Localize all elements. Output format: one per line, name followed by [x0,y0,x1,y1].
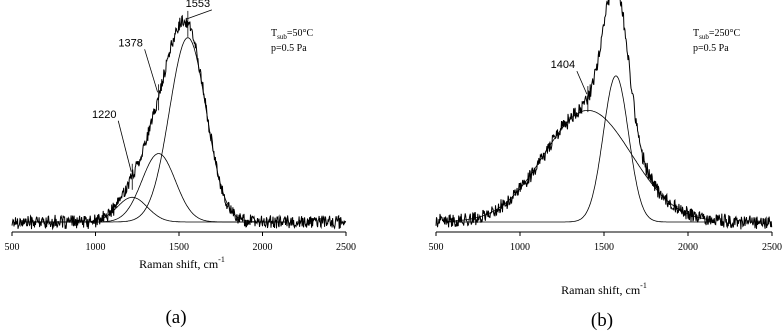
peak-label-a-0: 1220 [92,109,116,121]
fit-curve-b-1 [446,75,713,223]
peak-label-b-0: 1404 [551,59,575,71]
x-tick-label-b-0: 500 [429,242,444,253]
peak-leader-a-1 [144,49,159,93]
x-axis-label-sup-b: -1 [640,281,647,290]
x-axis-label-b: Raman shift, cm-1 [561,281,647,297]
x-tick-label-a-1: 1000 [86,242,106,253]
peak-leader-a-2 [186,9,212,20]
sub-a: sub [277,33,287,41]
temp-a: =50°C [287,28,314,39]
panel-a: 500 1000 1500 2000 2500 1220 1378 1553 Tsub=50… [5,0,357,328]
temp-b: =250°C [709,28,741,39]
x-tick-label-b-1: 1000 [510,242,530,253]
x-tick-label-b-2: 1500 [594,242,614,253]
peak-leader-a-0 [117,120,132,172]
x-axis-label-text-a: Raman shift, cm [139,257,219,271]
x-tick-label-b-4: 2500 [762,242,782,253]
condition-temperature-b: Tsub=250°C [693,28,740,41]
sub-b: sub [699,33,709,41]
peak-label-a-2: 1553 [186,0,210,10]
x-tick-label-a-0: 500 [5,242,20,253]
fit-curve-a-2 [22,37,288,223]
condition-temperature-a: Tsub=50°C [271,28,313,41]
fit-curve-b-0 [446,109,713,222]
raw-spectrum-b [435,0,773,230]
x-tick-label-a-2: 1500 [169,242,189,253]
x-axis-label-text-b: Raman shift, cm [561,283,641,297]
x-axis-label-a: Raman shift, cm-1 [139,255,225,271]
x-tick-label-a-4: 2500 [336,242,356,253]
fit-curve-a-1 [22,153,288,223]
x-tick-label-a-3: 2000 [253,242,273,253]
panel-label-a: (a) [165,307,186,328]
peak-label-a-1: 1378 [118,37,142,49]
condition-pressure-a: p=0.5 Pa [271,43,307,54]
peak-leader-b-0 [576,70,588,95]
condition-pressure-b: p=0.5 Pa [693,43,729,54]
panel-label-b: (b) [591,310,613,331]
x-axis-label-sup-a: -1 [218,255,225,264]
x-tick-label-b-3: 2000 [678,242,698,253]
raw-spectrum-a [11,14,347,231]
